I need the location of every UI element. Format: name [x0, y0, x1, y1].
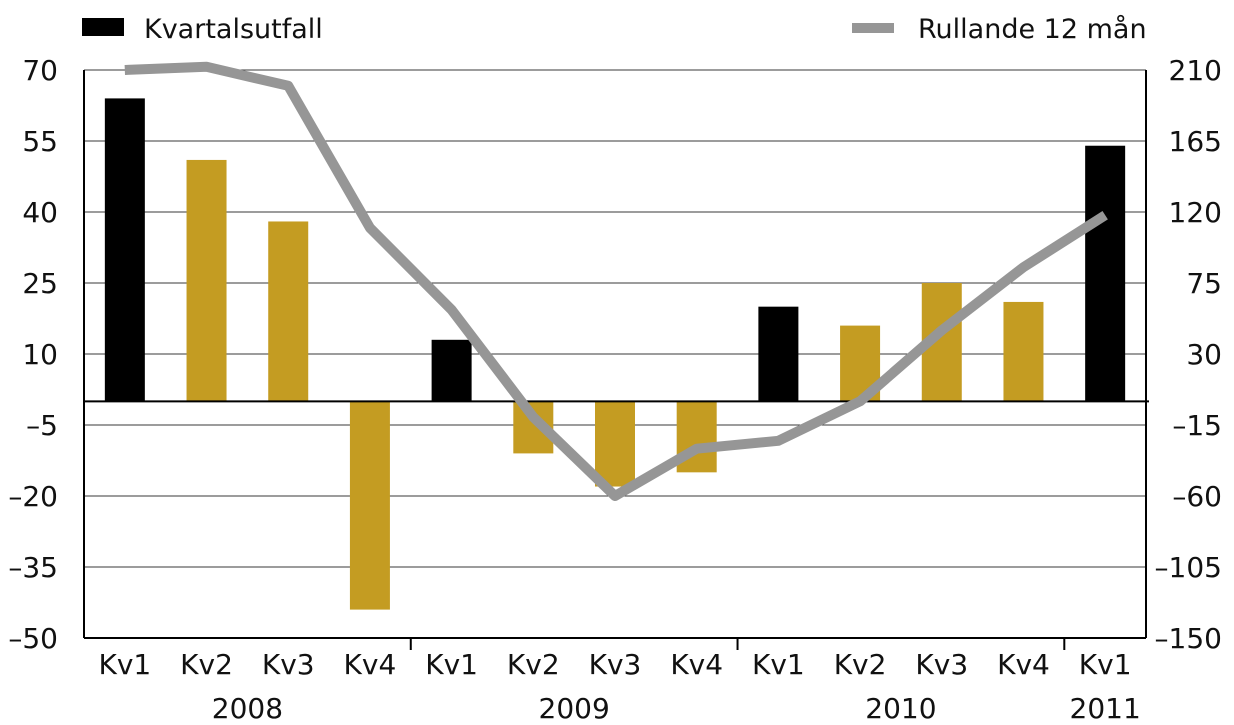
y-left-tick-label: –5: [26, 409, 58, 442]
x-tick-label: Kv3: [915, 648, 968, 681]
y-right-tick-label: 30: [1186, 338, 1222, 371]
y-right-tick-label: 75: [1186, 267, 1222, 300]
y-left-tick-label: –35: [8, 551, 58, 584]
legend: Kvartalsutfall Rullande 12 mån: [82, 14, 1147, 45]
bar: [1003, 301, 1044, 402]
y-left-tick-label: 55: [22, 125, 58, 158]
x-tick-label: Kv1: [98, 648, 151, 681]
legend-label-rullande: Rullande 12 mån: [918, 14, 1147, 45]
y-left-tick-label: 40: [22, 196, 58, 229]
y-left-tick-label: 25: [22, 267, 58, 300]
bar: [1085, 145, 1126, 402]
line-rullande-12-man: [124, 61, 1108, 501]
year-label: 2009: [539, 692, 610, 725]
x-tick-label: Kv2: [507, 648, 560, 681]
x-tick-label: Kv1: [425, 648, 478, 681]
bar: [595, 401, 635, 487]
bar: [758, 306, 799, 402]
legend-label-kvartalsutfall: Kvartalsutfall: [144, 14, 323, 45]
y-left-tick-label: 70: [22, 54, 58, 87]
year-label: 2011: [1070, 692, 1141, 725]
y-right-tick-label: –150: [1155, 622, 1222, 655]
bar: [104, 98, 145, 402]
axes: [83, 70, 1149, 650]
legend-swatch-kvartalsutfall: [82, 18, 124, 36]
bar: [349, 401, 390, 610]
y-left-tick-label: –20: [8, 480, 58, 513]
x-tick-label: Kv2: [180, 648, 233, 681]
bar: [186, 159, 227, 402]
x-tick-label: Kv1: [1079, 648, 1132, 681]
y-left-tick-label: 10: [22, 338, 58, 371]
x-tick-label: Kv4: [670, 648, 723, 681]
y-right-tick-label: –15: [1172, 409, 1222, 442]
y-left-tick-label: –50: [8, 622, 58, 655]
x-tick-label: Kv1: [752, 648, 805, 681]
y-right-tick-label: 210: [1169, 54, 1222, 87]
y-right-tick-label: 120: [1169, 196, 1222, 229]
year-label: 2008: [212, 692, 283, 725]
y-right-tick-label: 165: [1169, 125, 1222, 158]
y-right-tick-label: –60: [1172, 480, 1222, 513]
x-tick-label: Kv3: [589, 648, 642, 681]
y-right-tick-label: –105: [1155, 551, 1222, 584]
year-label: 2010: [865, 692, 936, 725]
bar: [268, 221, 309, 402]
x-tick-label: Kv3: [262, 648, 315, 681]
x-tick-label: Kv2: [834, 648, 887, 681]
x-tick-label: Kv4: [344, 648, 397, 681]
tick-labels: 70 55 40 25 10 –5 –20 –35 –50 210 165 120 75 30 –15 –60…: [8, 54, 1222, 725]
bar: [431, 339, 472, 402]
x-tick-label: Kv4: [997, 648, 1050, 681]
line-series: [124, 61, 1108, 501]
